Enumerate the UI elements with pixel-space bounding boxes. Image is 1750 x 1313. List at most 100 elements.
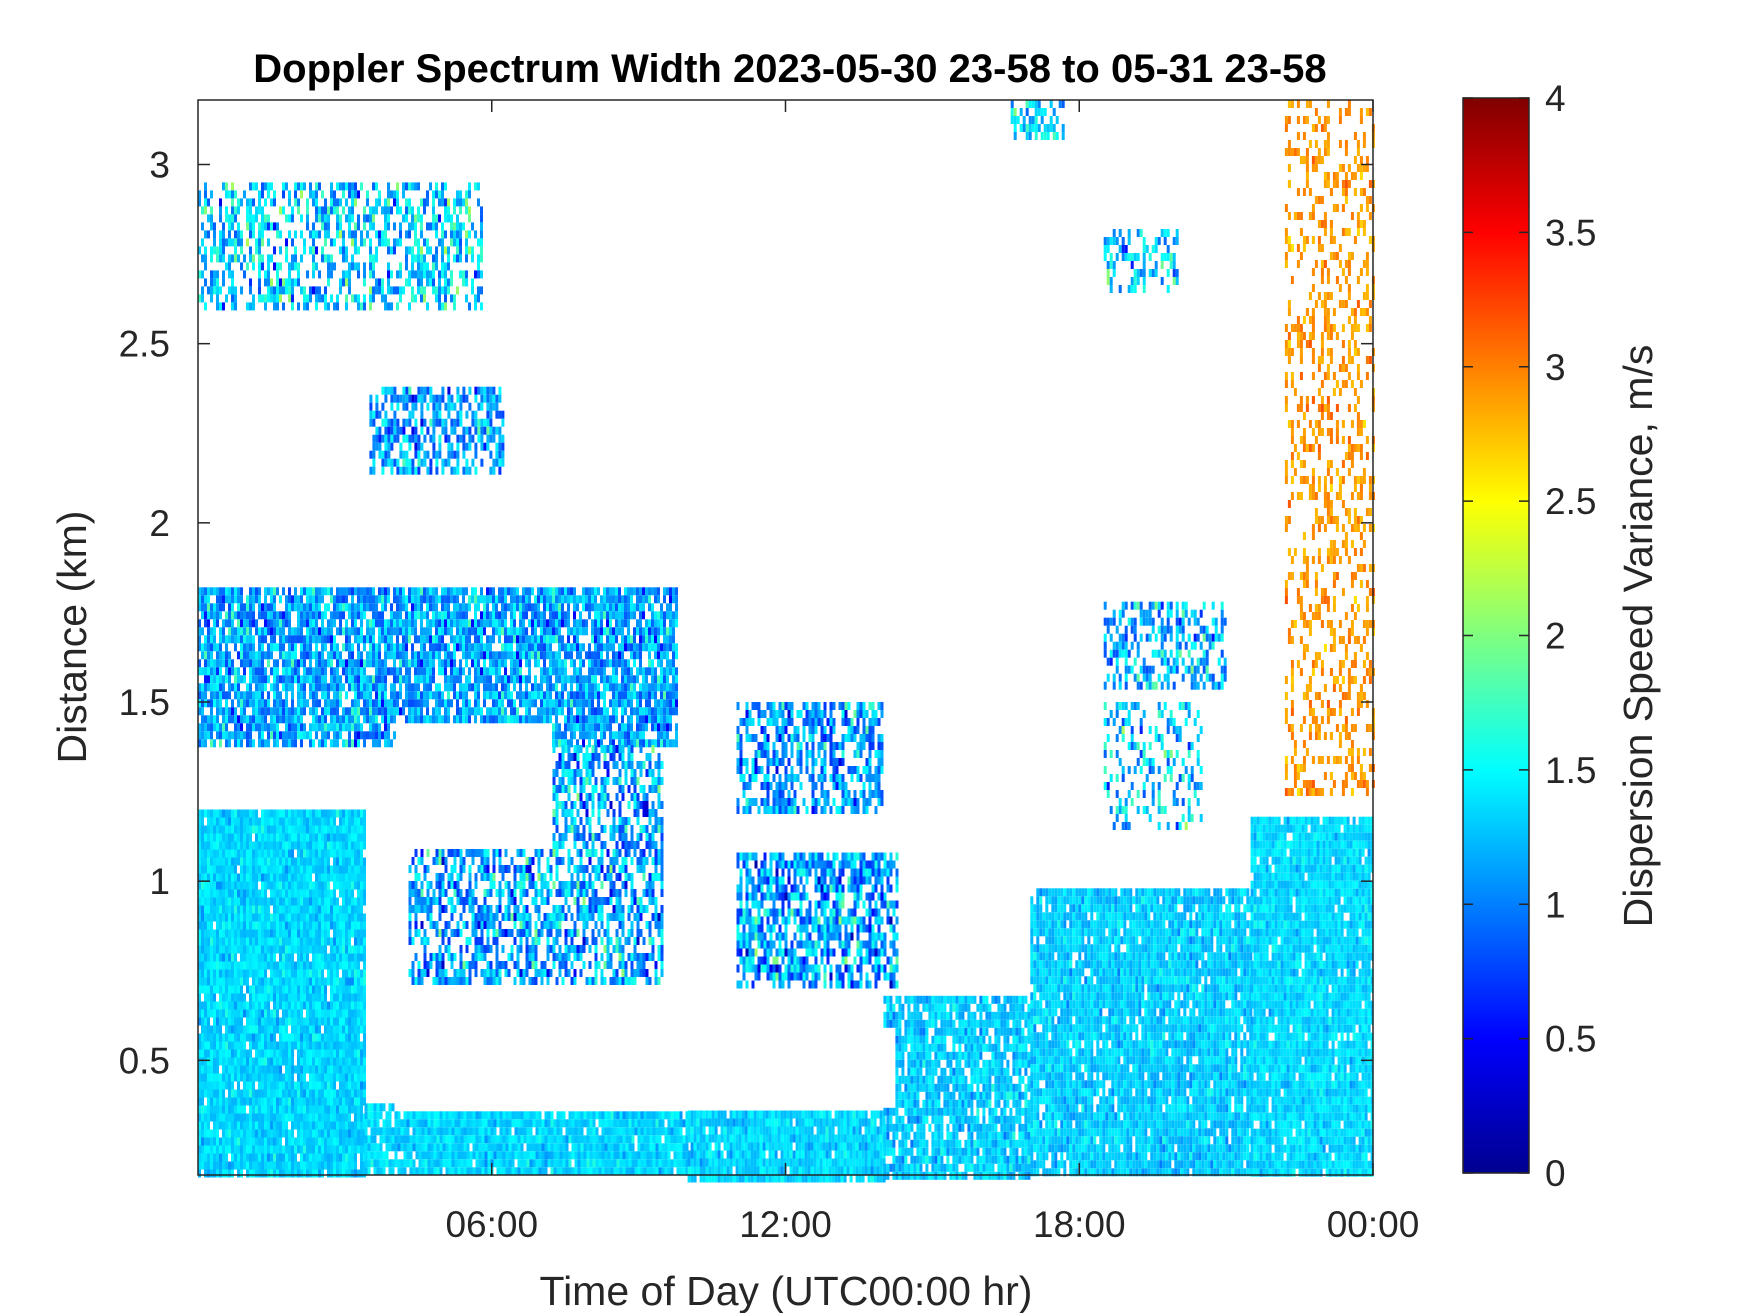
heatmap-cell	[631, 1151, 635, 1160]
heatmap-cell	[330, 1025, 333, 1034]
heatmap-cell	[664, 1167, 668, 1176]
heatmap-cell	[345, 977, 348, 986]
heatmap-cell	[303, 1089, 306, 1098]
heatmap-cell	[958, 1107, 962, 1116]
heatmap-cell	[321, 913, 324, 922]
heatmap-cell	[261, 1033, 264, 1042]
heatmap-cell	[976, 1043, 980, 1052]
heatmap-cell	[354, 1049, 357, 1058]
heatmap-cell	[732, 1126, 736, 1135]
heatmap-cell	[496, 1143, 500, 1152]
heatmap-cell	[255, 1097, 258, 1106]
heatmap-cell	[849, 1150, 853, 1159]
heatmap-cell	[261, 849, 264, 858]
heatmap-cell	[279, 953, 282, 962]
heatmap-cell	[312, 1129, 315, 1138]
heatmap-cell	[988, 1171, 992, 1180]
heatmap-cell	[586, 1119, 590, 1128]
heatmap-cell	[843, 1150, 847, 1159]
heatmap-cell	[982, 1003, 986, 1012]
heatmap-cell	[198, 945, 201, 954]
heatmap-cell	[741, 1134, 745, 1143]
heatmap-cell	[273, 833, 276, 842]
heatmap-cell	[219, 809, 222, 818]
heatmap-cell	[940, 1171, 944, 1180]
heatmap-cell	[258, 1153, 261, 1162]
heatmap-cell	[997, 1131, 1001, 1140]
heatmap-cell	[370, 1119, 374, 1128]
heatmap-cell	[454, 1135, 458, 1144]
heatmap-cell	[234, 889, 237, 898]
heatmap-cell	[252, 1145, 255, 1154]
heatmap-cell	[673, 1119, 677, 1128]
heatmap-cell	[258, 1145, 261, 1154]
heatmap-cell	[538, 1135, 542, 1144]
heatmap-cell	[357, 1145, 360, 1154]
heatmap-cell	[904, 1123, 908, 1132]
heatmap-cell	[964, 995, 968, 1004]
heatmap-cell	[252, 1073, 255, 1082]
heatmap-cell	[1036, 1080, 1040, 1089]
heatmap-cell	[222, 1169, 225, 1178]
heatmap-cell	[1003, 1107, 1007, 1116]
heatmap-cell	[967, 1147, 971, 1156]
heatmap-cell	[774, 1174, 778, 1183]
heatmap-cell	[1015, 1083, 1019, 1092]
heatmap-cell	[919, 1019, 923, 1028]
heatmap-cell	[261, 1049, 264, 1058]
heatmap-cell	[592, 1127, 596, 1136]
heatmap-cell	[646, 1127, 650, 1136]
heatmap-cell	[288, 929, 291, 938]
heatmap-cell	[264, 1073, 267, 1082]
heatmap-cell	[982, 1067, 986, 1076]
heatmap-cell	[315, 921, 318, 930]
heatmap-cell	[1015, 1035, 1019, 1044]
heatmap-cell	[931, 1163, 935, 1172]
heatmap-cell	[198, 1057, 201, 1066]
heatmap-cell	[342, 1001, 345, 1010]
heatmap-cell	[252, 921, 255, 930]
heatmap-cell	[949, 1107, 953, 1116]
heatmap-cell	[321, 937, 324, 946]
heatmap-cell	[1033, 1096, 1037, 1105]
heatmap-cell	[391, 1135, 395, 1144]
heatmap-cell	[336, 1033, 339, 1042]
heatmap-cell	[255, 809, 258, 818]
heatmap-cell	[309, 1145, 312, 1154]
heatmap-cell	[702, 1174, 706, 1183]
heatmap-cell	[864, 1134, 868, 1143]
heatmap-cell	[303, 889, 306, 898]
heatmap-cell	[312, 977, 315, 986]
heatmap-cell	[327, 1145, 330, 1154]
heatmap-cell	[717, 1174, 721, 1183]
heatmap-cell	[360, 809, 363, 818]
heatmap-cell	[294, 825, 297, 834]
heatmap-cell	[288, 1169, 291, 1178]
heatmap-cell	[640, 1151, 644, 1160]
heatmap-cell	[339, 1169, 342, 1178]
heatmap-cell	[300, 817, 303, 826]
heatmap-cell	[255, 913, 258, 922]
heatmap-cell	[252, 1137, 255, 1146]
heatmap-cell	[855, 1142, 859, 1151]
heatmap-cell	[252, 1057, 255, 1066]
heatmap-cell	[297, 1097, 300, 1106]
heatmap-cell	[249, 1049, 252, 1058]
heatmap-cell	[726, 1166, 730, 1175]
heatmap-cell	[276, 1089, 279, 1098]
heatmap-cell	[207, 1001, 210, 1010]
heatmap-cell	[901, 1051, 905, 1060]
heatmap-cell	[834, 1118, 838, 1127]
heatmap-cell	[204, 1169, 207, 1178]
heatmap-cell	[831, 1142, 835, 1151]
heatmap-cell	[910, 1123, 914, 1132]
heatmap-cell	[1036, 1016, 1040, 1025]
heatmap-cell	[216, 817, 219, 826]
heatmap-cell	[204, 1161, 207, 1170]
heatmap-cell	[598, 1135, 602, 1144]
heatmap-cell	[952, 1043, 956, 1052]
heatmap-cell	[249, 1097, 252, 1106]
heatmap-cell	[291, 985, 294, 994]
heatmap-cell	[723, 1158, 727, 1167]
